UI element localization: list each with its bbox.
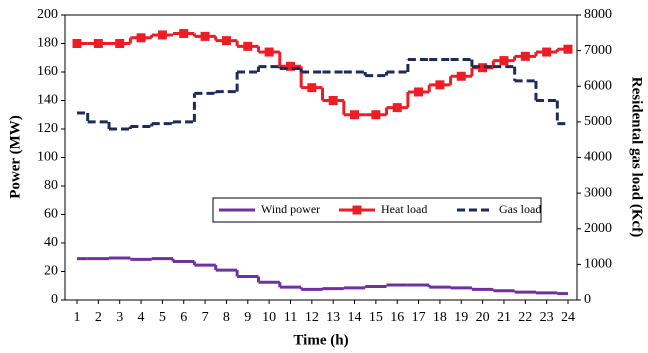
marker (179, 29, 189, 39)
y-tick-label: 180 (37, 36, 58, 51)
x-tick-label: 20 (476, 310, 490, 325)
marker (93, 39, 103, 48)
marker (307, 83, 317, 93)
marker (136, 33, 146, 43)
x-tick-label: 24 (561, 310, 575, 325)
x-tick-label: 22 (518, 310, 532, 325)
y-tick-label: 100 (37, 150, 58, 165)
legend-label: Gas load (499, 202, 541, 216)
marker (72, 39, 82, 48)
y-tick-label: 60 (44, 207, 58, 222)
marker (435, 80, 445, 90)
y2-tick-label: 6000 (584, 78, 612, 93)
x-tick-label: 18 (433, 310, 447, 325)
y2-tick-label: 0 (584, 292, 591, 307)
marker (520, 51, 530, 61)
x-tick-label: 23 (540, 310, 554, 325)
y2-tick-label: 2000 (584, 221, 612, 236)
y2-tick-label: 3000 (584, 185, 612, 200)
marker (264, 47, 274, 57)
marker (456, 71, 466, 81)
y-tick-label: 140 (37, 93, 58, 108)
x-tick-label: 2 (95, 310, 102, 325)
marker (328, 96, 338, 105)
y-tick-label: 40 (44, 235, 58, 250)
x-tick-label: 10 (262, 310, 276, 325)
x-tick-label: 8 (223, 310, 230, 325)
x-tick-label: 14 (348, 310, 362, 325)
marker (392, 103, 402, 113)
y2-axis-title: Residental gas load (Kcf) (629, 77, 645, 237)
y-tick-label: 20 (44, 264, 58, 279)
y-tick-label: 120 (37, 121, 58, 136)
x-tick-label: 5 (159, 310, 166, 325)
x-tick-label: 9 (244, 310, 251, 325)
y2-tick-label: 8000 (584, 7, 612, 22)
marker (542, 47, 552, 57)
marker (499, 56, 509, 66)
marker (243, 41, 253, 51)
x-tick-label: 17 (412, 310, 426, 325)
marker (371, 110, 381, 120)
marker (157, 30, 167, 40)
y-tick-label: 0 (51, 292, 58, 307)
x-tick-label: 6 (180, 310, 187, 325)
legend-marker (352, 205, 362, 215)
x-tick-label: 7 (202, 310, 209, 325)
marker (285, 61, 295, 71)
x-tick-label: 13 (326, 310, 340, 325)
y-tick-label: 80 (44, 178, 58, 193)
y-axis-title: Power (MW) (7, 115, 23, 198)
x-tick-label: 1 (74, 310, 81, 325)
x-axis-title: Time (h) (293, 332, 348, 348)
y-tick-label: 200 (37, 7, 58, 22)
x-tick-label: 3 (116, 310, 123, 325)
marker (200, 31, 210, 41)
legend-label: Heat load (381, 202, 427, 216)
marker (350, 110, 360, 120)
marker (414, 87, 424, 97)
x-tick-label: 19 (454, 310, 468, 325)
y2-tick-label: 1000 (584, 257, 612, 272)
x-tick-label: 12 (305, 310, 319, 325)
x-tick-label: 15 (369, 310, 383, 325)
y-tick-label: 160 (37, 64, 58, 79)
x-tick-label: 11 (284, 310, 297, 325)
x-tick-label: 21 (497, 310, 511, 325)
x-tick-label: 4 (138, 310, 145, 325)
marker (563, 44, 573, 54)
x-tick-label: 16 (390, 310, 404, 325)
y2-tick-label: 4000 (584, 150, 612, 165)
y2-tick-label: 5000 (584, 114, 612, 129)
legend-label: Wind power (261, 202, 320, 216)
marker (478, 63, 488, 73)
marker (221, 36, 231, 46)
marker (115, 39, 125, 48)
y2-tick-label: 7000 (584, 43, 612, 58)
